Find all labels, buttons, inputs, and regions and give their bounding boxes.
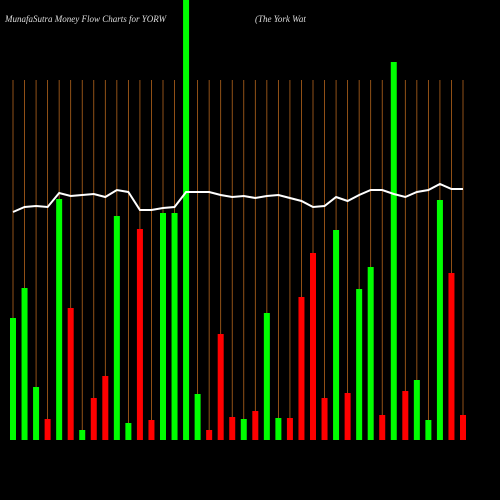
- bar: [413, 380, 420, 440]
- bar: [275, 418, 282, 440]
- bar: [21, 288, 28, 440]
- bar: [263, 313, 270, 440]
- bar: [367, 267, 374, 440]
- bar: [333, 230, 340, 440]
- bar: [425, 420, 432, 440]
- bar: [229, 417, 236, 440]
- bar: [460, 415, 466, 440]
- bar: [402, 391, 409, 440]
- bar: [136, 229, 143, 440]
- bar: [252, 411, 259, 440]
- bar: [79, 430, 86, 440]
- chart-subtitle: (The York Wat: [255, 14, 306, 24]
- bar: [436, 200, 443, 440]
- bar: [67, 308, 74, 440]
- bar: [125, 423, 132, 440]
- bar: [10, 318, 16, 440]
- bar: [240, 419, 247, 440]
- bar: [56, 199, 63, 440]
- bar: [390, 62, 397, 440]
- bar: [33, 387, 40, 440]
- bar: [310, 253, 316, 440]
- bar: [356, 289, 363, 440]
- bar: [344, 393, 351, 440]
- bar: [148, 420, 155, 440]
- bar: [217, 334, 224, 440]
- bar: [183, 0, 190, 440]
- bar: [44, 419, 51, 440]
- bar: [298, 297, 305, 440]
- bar: [448, 273, 455, 440]
- bar: [206, 430, 213, 440]
- bar: [113, 216, 120, 440]
- bar: [286, 418, 293, 440]
- line: [12, 182, 463, 213]
- bar: [321, 398, 328, 440]
- bar: [90, 398, 97, 440]
- bar: [102, 376, 109, 440]
- bar: [379, 415, 386, 440]
- bar: [160, 213, 166, 440]
- bar: [171, 213, 178, 440]
- bar: [194, 394, 201, 440]
- chart-title: MunafaSutra Money Flow Charts for YORW: [4, 14, 168, 24]
